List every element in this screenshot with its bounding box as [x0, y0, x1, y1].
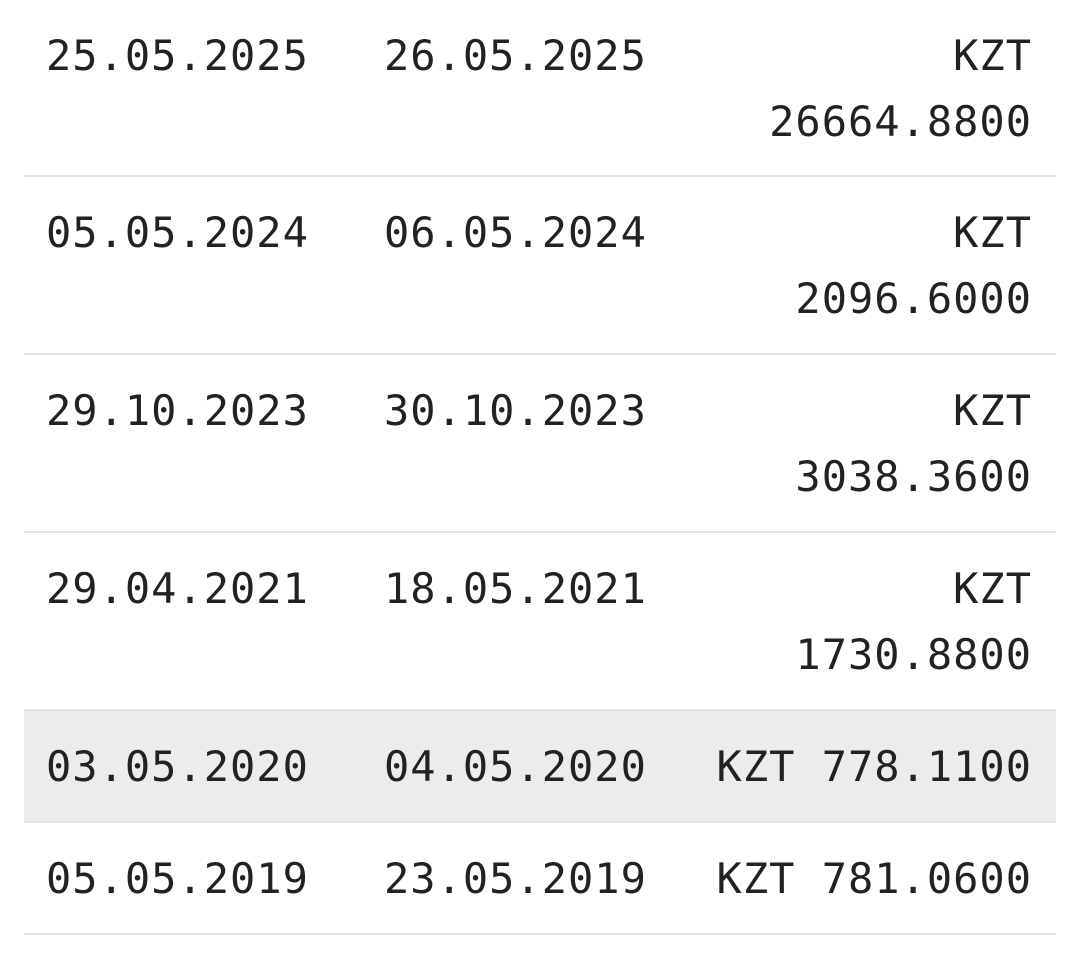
amount-value: 778.1100 [821, 742, 1032, 791]
end-date: 30.10.2023 [384, 386, 647, 435]
amount: KZT 2096.6000 [795, 200, 1032, 332]
amount: KZT 26664.8800 [769, 23, 1032, 155]
amount-value: 26664.8800 [769, 97, 1032, 146]
table-row[interactable]: 29.04.2021 18.05.2021 KZT 1730.8800 [24, 533, 1056, 711]
currency-code: KZT [716, 854, 796, 903]
currency-code: KZT [953, 208, 1032, 257]
end-date: 23.05.2019 [384, 854, 647, 903]
currency-code: KZT [953, 386, 1032, 435]
amount: KZT 778.1100 [717, 742, 1032, 792]
amount: KZT 3038.3600 [795, 378, 1032, 510]
end-date: 26.05.2025 [384, 31, 647, 80]
start-date: 03.05.2020 [46, 742, 309, 791]
currency-code: KZT [953, 564, 1032, 613]
table-row[interactable]: 29.10.2023 30.10.2023 KZT 3038.3600 [24, 355, 1056, 533]
start-date: 29.10.2023 [46, 386, 309, 435]
history-table: 25.05.2025 26.05.2025 KZT 26664.8800 05.… [24, 0, 1056, 935]
start-date: 29.04.2021 [46, 564, 309, 613]
currency-code: KZT [716, 742, 796, 791]
amount-value: 2096.6000 [795, 274, 1032, 323]
amount: KZT 1730.8800 [795, 556, 1032, 688]
end-date: 06.05.2024 [384, 208, 647, 257]
table-row-highlighted[interactable]: 03.05.2020 04.05.2020 KZT 778.1100 [24, 711, 1056, 823]
amount-value: 781.0600 [821, 854, 1032, 903]
start-date: 05.05.2024 [46, 208, 309, 257]
end-date: 04.05.2020 [384, 742, 647, 791]
table-row[interactable]: 25.05.2025 26.05.2025 KZT 26664.8800 [24, 0, 1056, 177]
table-row[interactable]: 05.05.2024 06.05.2024 KZT 2096.6000 [24, 177, 1056, 355]
start-date: 25.05.2025 [46, 31, 309, 80]
amount-value: 1730.8800 [795, 630, 1032, 679]
amount-value: 3038.3600 [795, 452, 1032, 501]
currency-code: KZT [953, 31, 1032, 80]
amount: KZT 781.0600 [717, 854, 1032, 904]
table-row[interactable]: 05.05.2019 23.05.2019 KZT 781.0600 [24, 823, 1056, 935]
start-date: 05.05.2019 [46, 854, 309, 903]
end-date: 18.05.2021 [384, 564, 647, 613]
